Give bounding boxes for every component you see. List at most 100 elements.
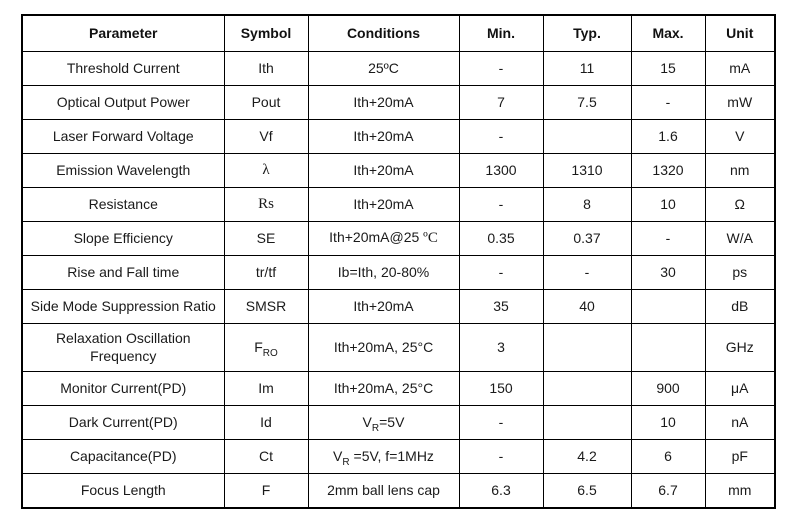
symbol-text: Rs: [258, 196, 274, 213]
parameter-cell: Slope Efficiency: [21, 221, 225, 256]
conditions-cell: Ith+20mA: [307, 153, 460, 188]
max-cell: 1320: [630, 153, 706, 188]
unit-cell: ps: [704, 255, 776, 290]
max-cell: 15: [630, 51, 706, 86]
min-cell: -: [458, 439, 544, 474]
spec-table: Parameter Symbol Conditions Min. Typ. Ma…: [21, 14, 776, 509]
col-header-min: Min.: [458, 14, 544, 52]
symbol-text: tr/tf: [255, 263, 277, 280]
min-cell: -: [458, 255, 544, 290]
conditions-text: Ib=Ith, 20-80%: [337, 263, 430, 280]
conditions-cell: Ith+20mA@25 ºC: [307, 221, 460, 256]
col-header-max: Max.: [630, 14, 706, 52]
unit-cell: mm: [704, 473, 776, 508]
unit-cell: mA: [704, 51, 776, 86]
parameter-cell: Laser Forward Voltage: [21, 119, 225, 154]
unit-cell: pF: [704, 439, 776, 474]
symbol-text: Ith: [258, 59, 274, 76]
table-row: Relaxation Oscillation Frequency FRO Ith…: [21, 323, 776, 372]
unit-cell: nA: [704, 405, 776, 440]
conditions-subscript: R: [342, 456, 350, 468]
spec-table-container: Parameter Symbol Conditions Min. Typ. Ma…: [21, 14, 776, 509]
symbol-cell: Vf: [223, 119, 309, 154]
table-row: Side Mode Suppression Ratio SMSR Ith+20m…: [21, 289, 776, 324]
conditions-text: V: [362, 413, 372, 430]
symbol-text: SE: [256, 229, 276, 246]
conditions-text: 2mm ball lens cap: [327, 481, 440, 498]
max-cell: 900: [630, 371, 706, 406]
conditions-cell: VR=5V: [307, 405, 460, 440]
typ-cell: -: [542, 255, 632, 290]
typ-cell: [542, 405, 632, 440]
parameter-cell: Focus Length: [21, 473, 225, 508]
parameter-cell: Optical Output Power: [21, 85, 225, 120]
conditions-text: Ith+20mA: [353, 161, 414, 178]
conditions-cell: Ith+20mA: [307, 85, 460, 120]
max-cell: 10: [630, 405, 706, 440]
table-row: Threshold Current Ith 25ºC - 11 15 mA: [21, 51, 776, 86]
conditions-cell: Ith+20mA, 25°C: [307, 323, 460, 372]
min-cell: 0.35: [458, 221, 544, 256]
degree-celsius-text: ºC: [423, 230, 438, 247]
conditions-text: Ith+20mA: [353, 93, 414, 110]
table-row: Focus Length F 2mm ball lens cap 6.3 6.5…: [21, 473, 776, 508]
max-cell: 6: [630, 439, 706, 474]
min-cell: 150: [458, 371, 544, 406]
max-cell: -: [630, 221, 706, 256]
table-row: Rise and Fall time tr/tf Ib=Ith, 20-80% …: [21, 255, 776, 290]
conditions-cell: Ib=Ith, 20-80%: [307, 255, 460, 290]
symbol-cell: F: [223, 473, 309, 508]
table-row: Laser Forward Voltage Vf Ith+20mA - 1.6 …: [21, 119, 776, 154]
symbol-text: Im: [258, 379, 274, 396]
parameter-cell: Side Mode Suppression Ratio: [21, 289, 225, 324]
typ-cell: [542, 371, 632, 406]
conditions-text: Ith+20mA, 25°C: [333, 338, 434, 355]
unit-cell: dB: [704, 289, 776, 324]
unit-cell: GHz: [704, 323, 776, 372]
max-cell: [630, 323, 706, 372]
min-cell: 1300: [458, 153, 544, 188]
max-cell: 10: [630, 187, 706, 222]
typ-cell: [542, 323, 632, 372]
symbol-text: Vf: [259, 127, 273, 144]
unit-cell: μA: [704, 371, 776, 406]
conditions-cell: 25ºC: [307, 51, 460, 86]
typ-cell: 8: [542, 187, 632, 222]
symbol-cell: Im: [223, 371, 309, 406]
symbol-cell: Rs: [223, 187, 309, 222]
table-row: Resistance Rs Ith+20mA - 8 10 Ω: [21, 187, 776, 222]
conditions-cell: Ith+20mA: [307, 187, 460, 222]
conditions-suffix: =5V, f=1MHz: [349, 447, 434, 464]
min-cell: 3: [458, 323, 544, 372]
table-row: Emission Wavelength λ Ith+20mA 1300 1310…: [21, 153, 776, 188]
parameter-cell: Dark Current(PD): [21, 405, 225, 440]
table-row: Dark Current(PD) Id VR=5V - 10 nA: [21, 405, 776, 440]
typ-cell: 7.5: [542, 85, 632, 120]
typ-cell: 1310: [542, 153, 632, 188]
min-cell: 6.3: [458, 473, 544, 508]
typ-cell: [542, 119, 632, 154]
lambda-symbol-text: λ: [262, 162, 270, 179]
symbol-cell: λ: [223, 153, 309, 188]
parameter-cell: Emission Wavelength: [21, 153, 225, 188]
parameter-cell: Capacitance(PD): [21, 439, 225, 474]
symbol-cell: FRO: [223, 323, 309, 372]
conditions-cell: 2mm ball lens cap: [307, 473, 460, 508]
conditions-text: 25ºC: [368, 59, 399, 76]
max-cell: 1.6: [630, 119, 706, 154]
conditions-text: Ith+20mA: [353, 297, 414, 314]
symbol-text: F: [261, 481, 271, 498]
col-header-unit: Unit: [704, 14, 776, 52]
parameter-cell: Relaxation Oscillation Frequency: [21, 323, 225, 372]
typ-cell: 11: [542, 51, 632, 86]
conditions-subscript: R: [371, 422, 380, 434]
min-cell: -: [458, 51, 544, 86]
min-cell: -: [458, 119, 544, 154]
typ-cell: 0.37: [542, 221, 632, 256]
conditions-text: Ith+20mA, 25°C: [333, 379, 434, 396]
conditions-text: Ith+20mA: [353, 127, 414, 144]
max-cell: 6.7: [630, 473, 706, 508]
symbol-text: F: [254, 338, 263, 355]
symbol-subscript: RO: [262, 347, 278, 359]
parameter-cell: Threshold Current: [21, 51, 225, 86]
